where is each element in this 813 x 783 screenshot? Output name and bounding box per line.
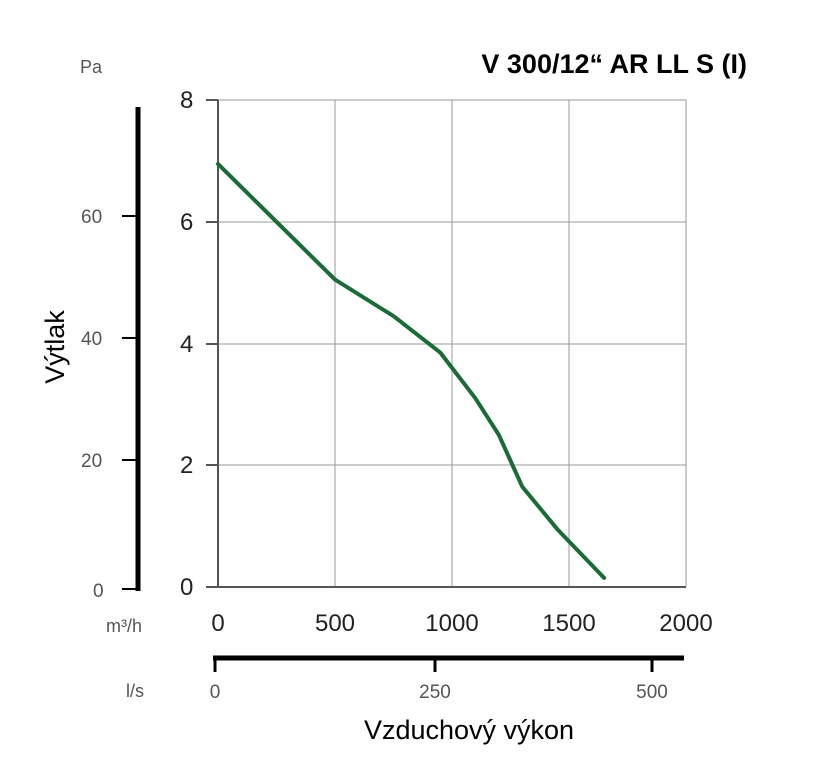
x-tick-label-0: 0 (211, 610, 224, 637)
pa-tick-label-20: 20 (81, 451, 102, 472)
ls-unit-label: l/s (126, 681, 144, 701)
ls-tick-label-500: 500 (636, 682, 668, 703)
y-tick-label-2: 2 (180, 452, 193, 479)
pa-tick-label-0: 0 (93, 581, 104, 602)
performance-curve (216, 161, 607, 580)
y-tick-label-0: 0 (180, 574, 193, 601)
x-tick-label-1500: 1500 (542, 610, 595, 637)
y-tick-label-8: 8 (180, 87, 193, 114)
pa-tick-marks (122, 215, 138, 590)
x-axis-title: Vzduchový výkon (364, 715, 574, 745)
ls-tick-marks (213, 658, 654, 672)
y-axis-title: Výtlak (40, 310, 70, 384)
ls-tick-label-0: 0 (210, 682, 221, 703)
x-unit-label: m³/h (106, 616, 142, 636)
ls-tick-label-250: 250 (419, 682, 451, 703)
pa-tick-label-60: 60 (81, 207, 102, 228)
x-tick-label-2000: 2000 (659, 610, 712, 637)
y-tick-label-4: 4 (180, 331, 193, 358)
pa-tick-label-40: 40 (81, 329, 102, 350)
x-tick-label-1000: 1000 (425, 610, 478, 637)
x-tick-label-500: 500 (315, 610, 355, 637)
pa-unit-label: Pa (80, 57, 103, 77)
gridlines (218, 99, 687, 587)
y-tick-label-6: 6 (180, 209, 193, 236)
chart-title: V 300/12“ AR LL S (I) (481, 49, 747, 79)
y-tick-marks (206, 99, 218, 588)
